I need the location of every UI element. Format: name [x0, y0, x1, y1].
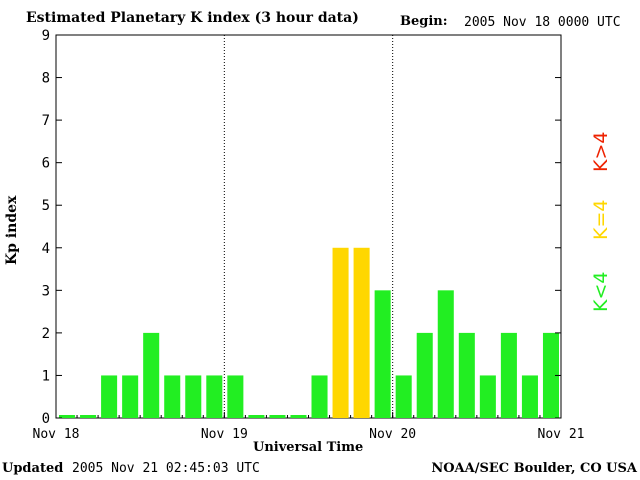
kp-bar [185, 375, 202, 418]
y-tick-label: 6 [42, 156, 50, 172]
y-tick-label: 7 [42, 113, 50, 129]
kp-bar [416, 332, 433, 418]
kp-bar [80, 415, 97, 418]
kp-bar [227, 375, 244, 418]
kp-bar [500, 332, 517, 418]
begin-label: Begin: [400, 14, 448, 29]
kp-bar [458, 332, 475, 418]
kp-bar [164, 375, 181, 418]
y-tick-label: 9 [42, 28, 50, 44]
y-axis-label: Kp index [4, 195, 20, 265]
kp-bar [143, 332, 160, 418]
x-tick-label: Nov 20 [369, 427, 416, 442]
plot-frame [55, 34, 562, 419]
kp-bar [353, 247, 370, 418]
kp-bar [206, 375, 223, 418]
kp-bar [395, 375, 412, 418]
kp-bar [101, 375, 118, 418]
y-tick-label: 5 [42, 198, 50, 214]
y-tick-label: 0 [42, 411, 50, 427]
kp-bar [479, 375, 496, 418]
y-tick-label: 2 [42, 326, 50, 342]
y-tick-label: 8 [42, 71, 50, 87]
legend-k-equal-4: K=4 [590, 199, 612, 240]
kp-bar [269, 415, 286, 418]
kp-bar [332, 247, 349, 418]
kp-bar [59, 415, 76, 418]
kp-bar [521, 375, 538, 418]
updated-value: 2005 Nov 21 02:45:03 UTC [72, 461, 260, 476]
kp-bar [122, 375, 139, 418]
agency-credit: NOAA/SEC Boulder, CO USA [431, 461, 637, 476]
y-tick-label: 1 [42, 368, 50, 384]
x-tick-label: Nov 19 [201, 427, 248, 442]
legend-k-less-4: K<4 [590, 271, 612, 312]
y-axis-label-wrap: Kp index [4, 196, 24, 266]
x-axis-label: Universal Time [253, 440, 364, 455]
kp-bar [542, 332, 559, 418]
kp-bar [290, 415, 307, 418]
x-tick-label: Nov 18 [33, 427, 80, 442]
y-tick-label: 3 [42, 283, 50, 299]
kp-bar [311, 375, 328, 418]
kp-bar [248, 415, 265, 418]
x-tick-label: Nov 21 [538, 427, 585, 442]
updated-label: Updated [2, 461, 64, 476]
y-tick-label: 4 [42, 241, 50, 257]
begin-value: 2005 Nov 18 0000 UTC [464, 15, 621, 30]
kp-bar [374, 290, 391, 418]
chart-title: Estimated Planetary K index (3 hour data… [26, 10, 359, 26]
kp-bar [437, 290, 454, 418]
legend-k-greater-4: K>4 [590, 131, 612, 172]
